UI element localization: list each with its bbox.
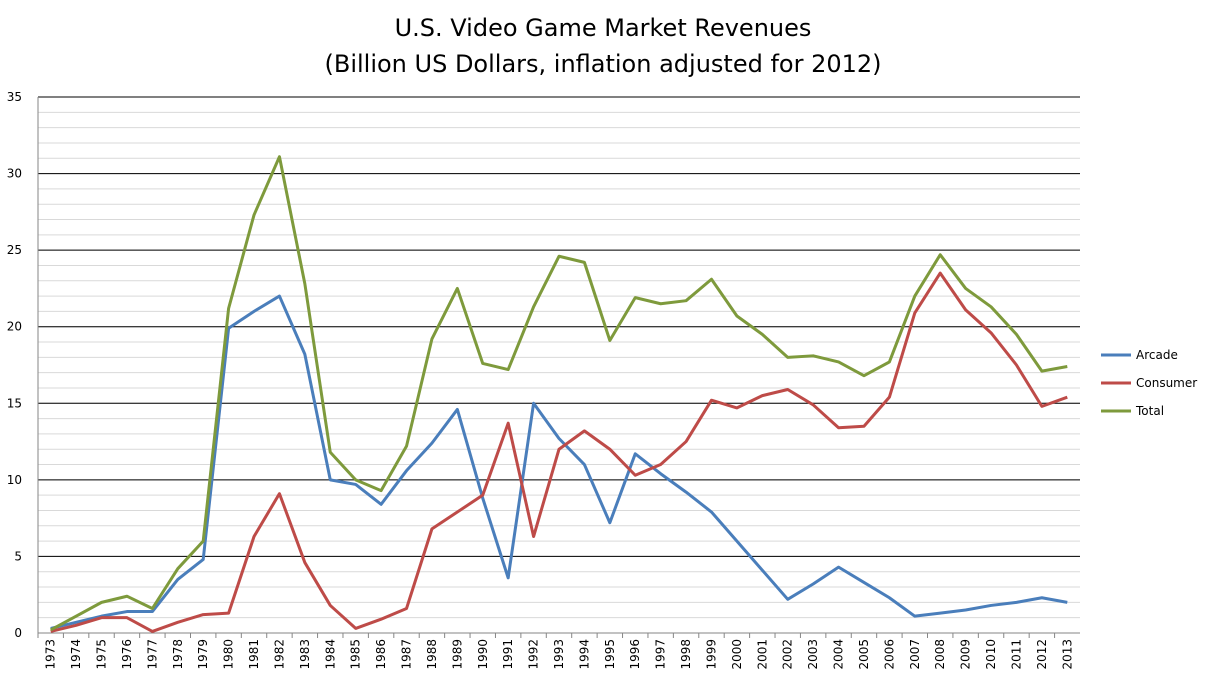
- x-tick-label: 2003: [806, 639, 820, 670]
- x-tick-label: 1982: [272, 639, 286, 670]
- x-tick-label: 1987: [400, 639, 414, 670]
- x-tick-label: 1991: [501, 639, 515, 670]
- x-tick-label: 1996: [628, 639, 642, 670]
- chart-subtitle: (Billion US Dollars, inflation adjusted …: [324, 50, 881, 78]
- legend-label: Consumer: [1136, 376, 1197, 390]
- x-tick-label: 1981: [247, 639, 261, 670]
- x-tick-label: 1977: [145, 639, 159, 670]
- y-tick-label: 5: [14, 549, 22, 563]
- x-tick-label: 1978: [171, 639, 185, 670]
- x-tick-label: 1973: [44, 639, 58, 670]
- series-line: [50, 271, 1068, 633]
- y-tick-label: 30: [7, 167, 22, 181]
- x-tick-label: 1999: [704, 639, 718, 670]
- x-tick-label: 1993: [552, 639, 566, 670]
- x-tick-label: 2000: [730, 639, 744, 670]
- x-tick-label: 2006: [882, 639, 896, 670]
- y-tick-label: 25: [7, 243, 22, 257]
- x-tick-label: 2013: [1060, 639, 1074, 670]
- x-tick-label: 1990: [476, 639, 490, 670]
- x-tick-label: 1995: [603, 639, 617, 670]
- x-tick-label: 2001: [755, 639, 769, 670]
- x-tick-label: 1976: [120, 639, 134, 670]
- x-tick-label: 2007: [908, 639, 922, 670]
- y-tick-label: 10: [7, 473, 22, 487]
- chart-title: U.S. Video Game Market Revenues: [395, 14, 812, 42]
- x-tick-label: 1998: [679, 639, 693, 670]
- x-tick-label: 2008: [933, 639, 947, 670]
- y-tick-label: 20: [7, 320, 22, 334]
- x-tick-label: 1983: [298, 639, 312, 670]
- x-tick-label: 1985: [349, 639, 363, 670]
- x-tick-label: 1984: [323, 639, 337, 670]
- x-tick-label: 2010: [984, 639, 998, 670]
- x-tick-label: 1988: [425, 639, 439, 670]
- legend-label: Arcade: [1136, 348, 1178, 362]
- x-tick-label: 2011: [1009, 639, 1023, 670]
- x-tick-label: 2009: [959, 639, 973, 670]
- x-tick-label: 1989: [450, 639, 464, 670]
- x-tick-label: 1986: [374, 639, 388, 670]
- x-tick-label: 1980: [222, 639, 236, 670]
- x-tick-label: 1974: [69, 639, 83, 670]
- y-tick-label: 0: [14, 626, 22, 640]
- legend-label: Total: [1135, 404, 1164, 418]
- x-tick-label: 2002: [781, 639, 795, 670]
- x-tick-label: 2012: [1035, 639, 1049, 670]
- x-tick-label: 2005: [857, 639, 871, 670]
- x-tick-label: 1997: [654, 639, 668, 670]
- series-line: [50, 294, 1068, 630]
- x-tick-label: 2004: [832, 639, 846, 670]
- y-tick-label: 15: [7, 396, 22, 410]
- y-tick-label: 35: [7, 90, 22, 104]
- x-tick-label: 1994: [577, 639, 591, 670]
- x-tick-label: 1992: [527, 639, 541, 670]
- x-tick-label: 1979: [196, 639, 210, 670]
- series-line: [49, 155, 1068, 632]
- x-tick-label: 1975: [95, 639, 109, 670]
